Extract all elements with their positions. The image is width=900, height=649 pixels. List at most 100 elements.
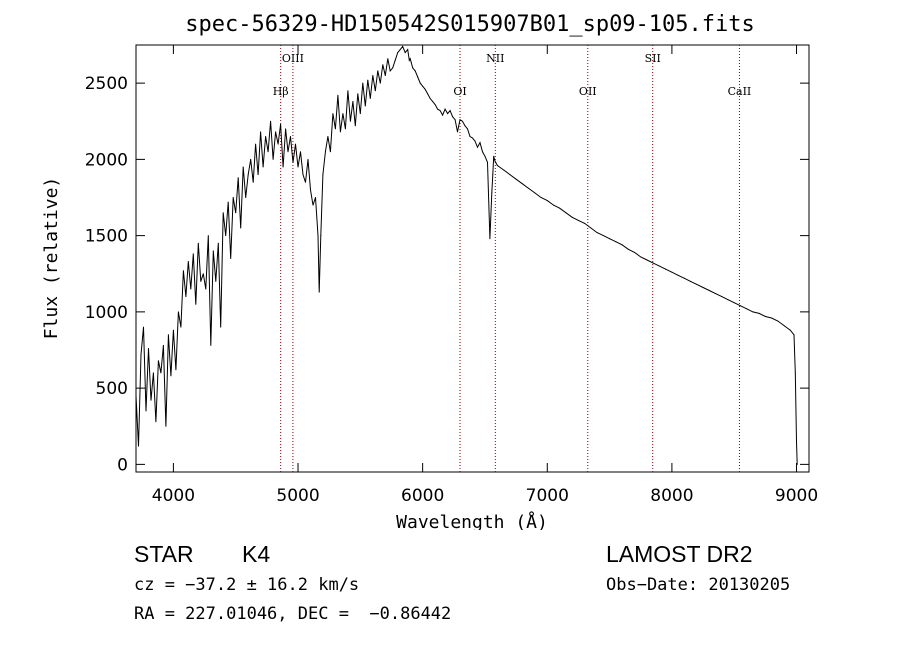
spectrum-point [402,46,404,47]
spectrum-point [170,375,172,377]
spectrum-point [364,105,366,107]
spectrum-point [477,146,478,148]
spectrum-point [135,395,137,397]
spectrum-point [422,85,424,87]
spectrum-point [447,113,449,115]
spectrum-point [690,280,692,282]
spectral-line-label: OIII [282,52,304,65]
spectrum-point [262,166,264,168]
spectral-line-markers: Hβ OIII OI NII OII SII CaII [273,45,751,472]
spectrum-point [265,136,267,137]
spectrum-point [646,259,648,261]
spectrum-point [232,197,234,198]
spectrum-point [387,58,389,60]
spectrum-point [412,67,414,69]
spectrum-point [332,113,334,115]
spectrum-point [584,222,586,224]
spectrum-point [796,441,797,442]
spectrum-point [344,128,346,130]
spectrum-point [708,290,710,291]
spectrum-point [138,445,139,447]
spectrum-point [394,59,396,61]
x-tick-label: 4000 [152,486,195,506]
spectrum-point [255,143,257,145]
coordinates: RA = 227.01046, DEC = −0.86442 [134,604,452,624]
spectrum-point [432,100,434,102]
spectrum-point [222,212,224,214]
spectrum-point [282,166,284,168]
spectrum-point [252,181,254,183]
spectrum-point [242,166,244,168]
spectrum-point [240,227,242,229]
spectrum-point [315,197,316,198]
spectrum-point [197,242,199,244]
spectrum-point [452,116,454,118]
spectrum-point [160,372,162,374]
spectrum-point [429,97,431,99]
spectrum-point [487,161,488,163]
spectrum-point [571,216,573,218]
spectrum-point [559,207,561,209]
x-tick-label: 8000 [650,486,693,506]
spectrum-point [217,242,219,244]
spectrum-point [464,125,466,127]
spectrum-point [317,235,319,237]
spectrum-point [210,344,212,346]
spectrum-point [267,151,269,153]
spectrum-point [528,187,530,189]
spectrum-point [250,158,252,160]
spectrum-point [449,110,451,112]
spectrum-point [227,201,229,203]
spectrum-point [187,261,189,262]
spectrum-point [627,248,629,250]
spectrum-point [202,273,204,275]
spectrum-point [220,326,222,328]
spectrum-point [369,97,371,99]
spectrum-point [334,128,336,130]
spectrum-point [143,326,144,328]
y-axis: 0 500 1000 1500 2000 2500 [85,74,809,475]
spectral-line-label: SII [645,52,661,65]
spectrum-point [437,108,439,110]
spectrum-point [322,174,324,176]
spectrum-point [793,334,795,336]
spectrum-point [746,308,748,310]
spectrum-point [384,75,386,76]
spectrum-point [275,131,277,133]
spectrum-point [374,90,376,92]
y-tick-label: 0 [117,455,128,475]
spectrum-point [172,329,174,331]
spectrum-point [329,151,331,153]
spectrum-point [392,67,394,69]
spectrum-point [671,271,673,273]
spectrum-point [237,177,239,179]
spectrum-point [590,227,592,229]
spectrum-point [225,235,227,237]
spectrum-point [404,52,406,54]
spectrum-point [621,244,623,246]
spectrum-point [327,136,329,137]
spectrum-point [469,136,471,137]
spectrum-point [379,82,381,84]
spectrum-point [295,143,296,145]
spectrum-point [257,174,259,176]
spectrum-point [733,302,735,304]
spectrum-point [534,192,536,194]
y-tick-label: 1500 [85,227,128,247]
spectrum-point [427,93,429,95]
y-tick-label: 2500 [85,74,128,94]
spectrum-point [167,334,169,336]
redshift-cz: cz = −37.2 ± 16.2 km/s [134,575,360,595]
spectrum-point [596,232,598,234]
spectrum-point [367,79,369,81]
spectrum-point [212,250,214,252]
x-tick-label: 5000 [276,486,319,506]
spectrum-point [414,70,416,72]
spectrum-point [521,183,523,185]
spectrum-point [467,128,468,130]
spectrum-point [715,293,716,295]
spectrum-point [434,104,436,105]
spectrum-point [235,212,237,214]
spectrum-point [777,320,779,322]
spectrum-point [352,100,354,102]
